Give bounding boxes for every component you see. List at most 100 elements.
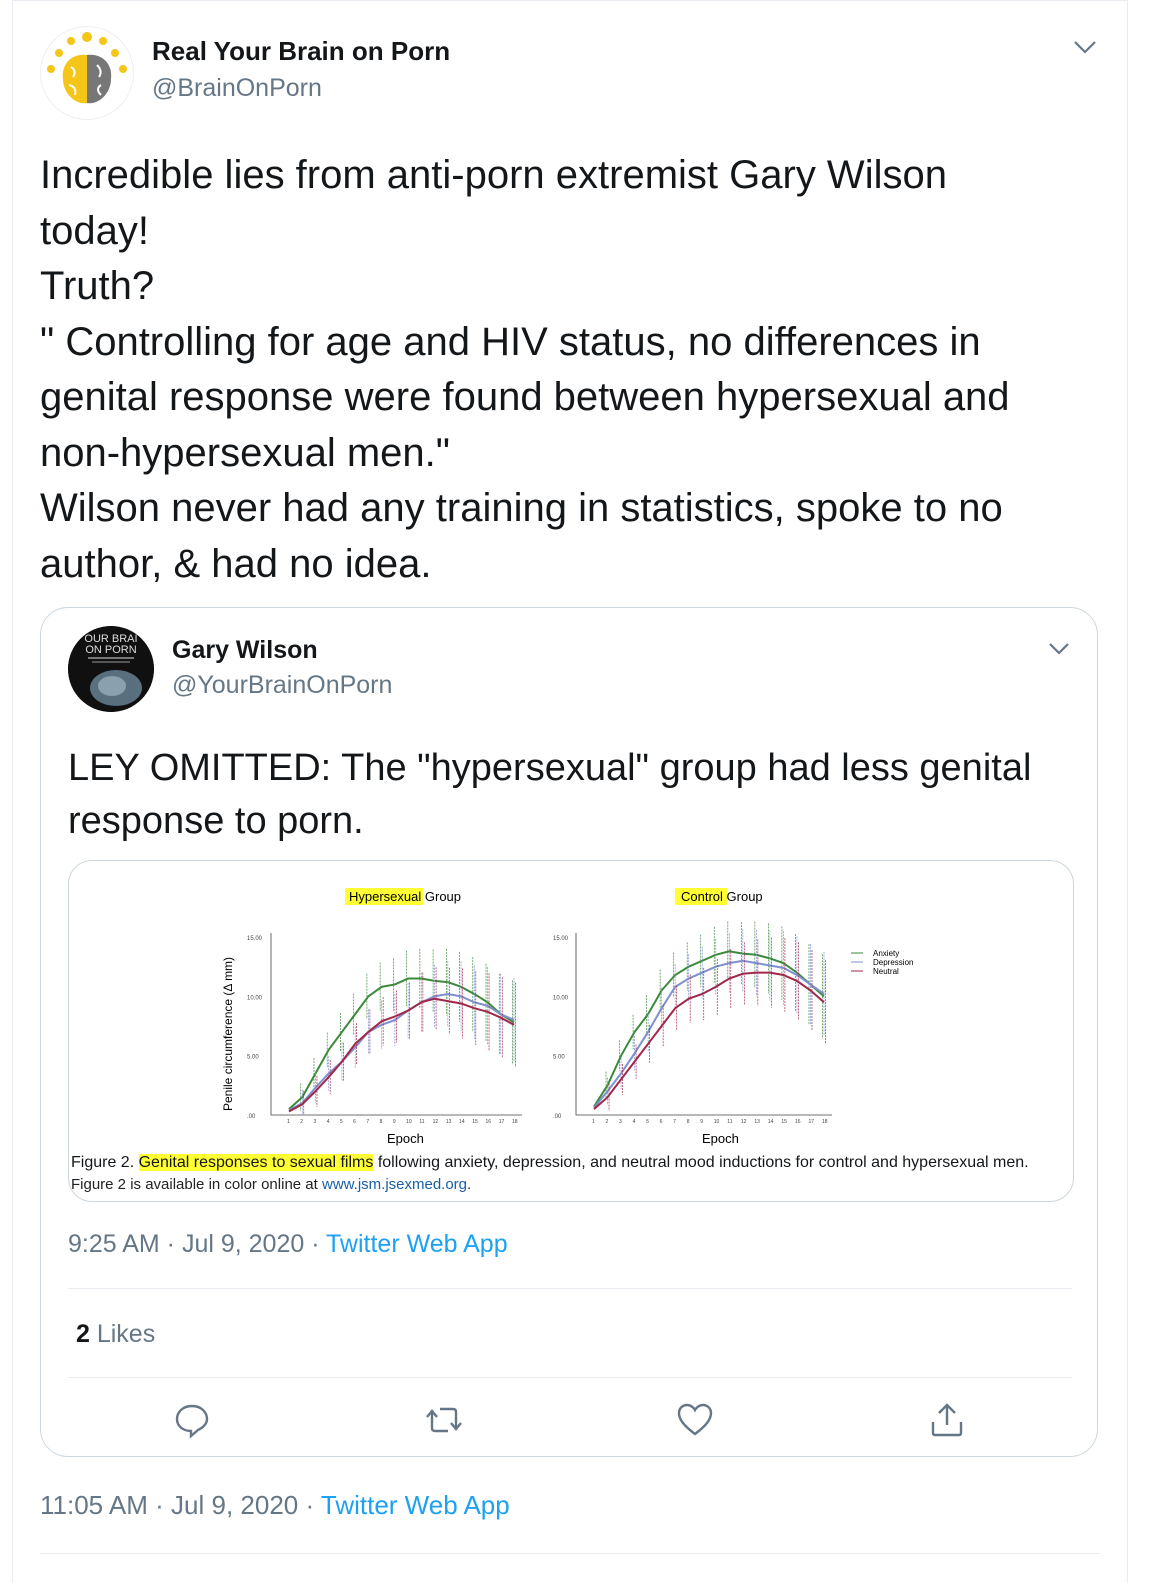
tweet-source-link[interactable]: Twitter Web App [320,1490,510,1520]
y-tick-label: 15.00 [247,936,263,942]
quoted-author-avatar[interactable]: OUR BRAI ON PORN [68,626,154,712]
title-highlight [345,888,423,905]
title-highlight [675,888,727,905]
x-tick-label: 15 [472,1119,478,1125]
x-tick-label: 11 [419,1119,424,1125]
x-tick-label: 17 [808,1119,814,1125]
y-tick-label: 5.00 [247,1055,259,1061]
chevron-down-icon[interactable] [1070,32,1100,62]
attached-figure-image[interactable]: Hypersexual Group Control Group Penile c… [68,860,1074,1202]
series-line-neutral [593,971,825,1110]
quoted-line: response to porn. [68,800,364,842]
quoted-source-link[interactable]: Twitter Web App [326,1230,508,1258]
avatar-text-2: ON PORN [85,644,136,656]
like-heart-icon[interactable] [675,1400,715,1440]
x-tick-label: 9 [393,1119,396,1125]
avatar-text-1: OUR BRAI [84,633,137,645]
tweet-line: today! [40,208,149,253]
quoted-author-handle[interactable]: @YourBrainOnPorn [172,671,393,699]
x-tick-label: 6 [660,1119,663,1125]
quoted-chevron-down-icon[interactable] [1045,634,1073,662]
x-tick-label: 14 [768,1119,774,1125]
x-tick-label: 7 [673,1119,676,1125]
quoted-author-name[interactable]: Gary Wilson [172,636,318,664]
divider [40,1553,1100,1554]
x-tick-label: 5 [340,1119,343,1125]
series-line-depression [288,992,515,1112]
brain-logo-icon [41,27,133,119]
author-avatar[interactable] [40,26,134,120]
x-tick-label: 1 [287,1119,290,1125]
y-tick-label: .00 [553,1114,562,1120]
x-tick-label: 2 [300,1119,303,1125]
x-tick-label: 14 [459,1119,465,1125]
y-tick-label: 10.00 [247,995,263,1001]
y-tick-label: 15.00 [553,936,569,942]
x-tick-label: 7 [366,1119,369,1125]
tweet-line: non-hypersexual men." [40,430,450,475]
tweet-frame [12,0,1128,1583]
x-tick-label: 11 [727,1119,732,1125]
series-line-depression [593,959,825,1109]
panel2-title: Control Group [681,889,763,904]
reply-icon[interactable] [172,1400,212,1440]
chart-legend: Anxiety Depression Neutral [851,949,913,976]
x-tick-label: 8 [380,1119,383,1125]
x-tick-label: 1 [592,1119,595,1125]
divider [68,1377,1072,1378]
author-handle[interactable]: @BrainOnPorn [152,74,322,102]
x-axis-label-2: Epoch [702,1131,739,1146]
figure-link[interactable]: www.jsm.jsexmed.org [321,1176,468,1193]
tweet-line: Incredible lies from anti-porn extremist… [40,153,947,197]
x-tick-label: 3 [313,1119,316,1125]
tweet-line: Truth? [40,264,155,308]
x-tick-label: 12 [433,1119,439,1125]
figure-chart: Hypersexual Group Control Group Penile c… [221,888,913,1146]
tweet-line: author, & had no idea. [40,541,432,586]
x-tick-label: 4 [633,1119,636,1125]
figure-caption-link-line: Figure 2 is available in color online at… [71,1176,472,1193]
legend-neutral: Neutral [873,967,899,976]
quoted-tweet-text: LEY OMITTED: The "hypersexual" group had… [68,742,1078,848]
tweet-text: Incredible lies from anti-porn extremist… [40,148,1100,592]
author-name[interactable]: Real Your Brain on Porn [152,36,451,66]
x-tick-label: 10 [714,1119,720,1125]
legend-depression: Depression [873,958,913,967]
tweet-line: " Controlling for age and HIV status, no… [40,319,981,364]
y-tick-label: 10.00 [553,995,569,1001]
x-tick-label: 10 [406,1119,412,1125]
quoted-line: LEY OMITTED: The "hypersexual" group had… [68,747,1032,789]
retweet-icon[interactable] [424,1400,464,1440]
x-tick-label: 5 [646,1119,649,1125]
x-axis-label-1: Epoch [387,1131,424,1146]
x-tick-label: 9 [700,1119,703,1125]
x-tick-label: 17 [499,1119,505,1125]
figure-caption: Figure 2. Genital responses to sexual fi… [71,1154,1029,1171]
chart-axis [575,933,832,1116]
book-cover-icon: OUR BRAI ON PORN [68,626,154,712]
y-axis-label: Penile circumference (Δ mm) [221,957,235,1111]
x-tick-label: 18 [512,1119,518,1125]
x-tick-label: 8 [687,1119,690,1125]
y-tick-label: .00 [247,1114,256,1120]
x-tick-label: 12 [741,1119,747,1125]
x-tick-label: 13 [446,1119,452,1125]
tweet-timestamp: 11:05 AM · Jul 9, 2020 · Twitter Web App [40,1490,510,1520]
legend-anxiety: Anxiety [873,949,899,958]
x-tick-label: 16 [795,1119,801,1125]
x-tick-label: 13 [754,1119,760,1125]
x-tick-label: 15 [781,1119,787,1125]
x-tick-label: 16 [486,1119,492,1125]
share-icon[interactable] [927,1400,967,1440]
chart-axis [270,933,522,1116]
x-tick-label: 3 [619,1119,622,1125]
quoted-tweet-card[interactable] [40,607,1098,1457]
x-tick-label: 6 [353,1119,356,1125]
series-line-anxiety [288,977,515,1110]
tweet-line: genital response were found between hype… [40,375,1010,419]
x-tick-label: 2 [606,1119,609,1125]
likes-count[interactable]: 2 Likes [76,1320,156,1348]
divider [68,1288,1072,1289]
quoted-timestamp: 9:25 AM · Jul 9, 2020 · Twitter Web App [68,1230,508,1258]
series-line-neutral [288,997,515,1113]
